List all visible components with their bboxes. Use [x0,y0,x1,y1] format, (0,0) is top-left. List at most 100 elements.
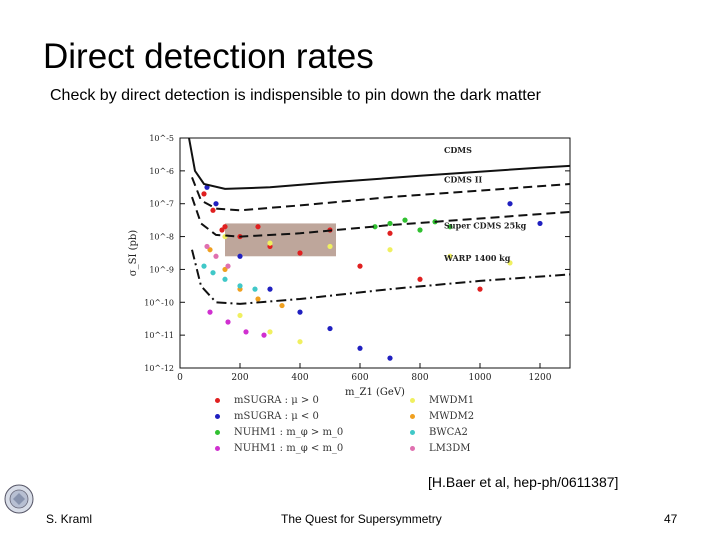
university-seal-logo [4,484,34,514]
x-tick-label: 1000 [469,373,492,383]
data-point [225,263,231,269]
data-point [507,201,513,207]
legend-swatch [215,398,220,403]
legend-item: LM3DM [410,443,471,454]
data-point [327,243,333,250]
data-point [210,207,216,213]
data-point [204,243,210,250]
data-point [297,309,303,315]
data-point [252,286,258,292]
curve-label: CDMS [444,145,472,155]
data-point [225,319,231,325]
legend-item: BWCA2 [410,427,468,438]
footer-title: The Quest for Supersymmetry [281,512,442,526]
curve-label: CDMS II [444,174,482,184]
sensitivity-curve [191,249,571,305]
x-tick-label: 1200 [529,373,552,383]
data-point [327,325,333,332]
legend-item: MWDM1 [410,395,474,406]
data-point [387,230,393,236]
legend-swatch [410,414,415,419]
data-point [261,332,267,338]
legend-label: NUHM1 : m_φ > m_0 [234,427,344,438]
y-tick-label: 10^-9 [149,265,174,274]
y-tick-label: 10^-6 [149,167,174,176]
data-point [537,220,543,227]
curve-label: WARP 1400 kg [443,253,511,263]
legend-item: MWDM2 [410,411,474,422]
data-point [201,263,207,269]
data-point [297,250,303,256]
legend-item: NUHM1 : m_φ > m_0 [215,427,343,438]
page-number: 47 [664,512,678,526]
x-tick-label: 0 [177,373,183,383]
data-point [357,345,363,351]
legend-item: mSUGRA : μ > 0 [215,395,319,406]
legend-swatch [215,414,220,419]
data-point [255,224,261,230]
x-tick-label: 800 [411,373,428,383]
data-point [387,355,393,361]
data-point [417,276,423,282]
legend-item: mSUGRA : μ < 0 [215,411,319,422]
data-point [237,253,243,259]
legend-swatch [410,446,415,451]
legend-label: NUHM1 : m_φ < m_0 [234,443,344,454]
data-point [447,224,453,230]
data-point [447,253,453,259]
x-tick-label: 600 [351,373,368,383]
slide-subtitle: Check by direct detection is indispensib… [50,87,541,104]
legend-label: BWCA2 [429,427,468,438]
legend-label: mSUGRA : μ > 0 [234,395,319,406]
data-point [402,217,408,223]
data-point [372,224,378,230]
data-point [207,247,213,253]
sensitivity-curve [191,196,571,238]
data-point [207,309,213,315]
data-point [255,296,261,302]
legend-swatch [215,446,220,451]
data-point [213,253,219,259]
data-point [267,240,273,246]
data-point [387,220,393,227]
data-point [507,260,513,266]
data-point [222,276,228,282]
y-tick-label: 10^-7 [149,200,174,209]
legend-item: NUHM1 : m_φ < m_0 [215,443,343,454]
curve-label: Super CDMS 25kg [444,220,527,230]
data-point [222,266,228,273]
data-point [219,227,225,233]
sensitivity-curve [188,137,571,190]
x-tick-label: 400 [291,373,308,383]
data-point [222,224,228,230]
slide-title: Direct detection rates [43,37,374,76]
data-point [297,339,303,345]
y-tick-label: 10^-8 [149,233,174,242]
data-point [243,329,249,335]
data-point [201,191,207,197]
data-point [417,227,423,233]
data-point [267,286,273,292]
legend-swatch [410,398,415,403]
legend-label: MWDM2 [429,411,475,422]
data-point [237,312,243,319]
y-tick-label: 10^-12 [144,364,174,373]
data-point [279,302,285,309]
data-point [237,283,243,289]
data-point [477,286,483,292]
footer-author: S. Kraml [46,512,93,526]
y-axis-label: σ_SI (pb) [128,230,139,277]
legend-label: mSUGRA : μ < 0 [234,411,319,422]
data-point [357,263,363,269]
plot-frame [179,137,571,369]
data-point [387,247,393,253]
citation: [H.Baer et al, hep-ph/0611387] [428,474,619,490]
legend-swatch [410,430,415,435]
chart-legend: mSUGRA : μ > 0 mSUGRA : μ < 0 NUHM1 : m_φ … [205,390,605,460]
x-tick-label: 200 [231,373,248,383]
y-tick-label: 10^-10 [144,298,174,307]
sensitivity-curve [191,177,571,212]
brown-band [225,223,336,257]
direct-detection-chart: 10^-12 10^-11 10^-10 10^-9 10^-8 10^-7 10^-6 10… [128,134,571,398]
data-point [213,201,219,207]
